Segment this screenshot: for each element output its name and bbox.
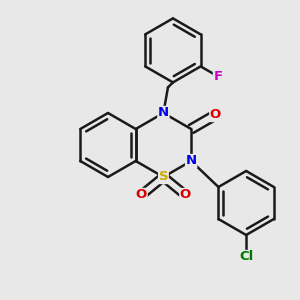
Text: F: F — [213, 70, 223, 83]
Text: O: O — [136, 188, 147, 202]
Text: S: S — [159, 170, 168, 184]
Text: Cl: Cl — [239, 250, 253, 263]
Text: O: O — [210, 109, 221, 122]
Text: N: N — [158, 106, 169, 119]
Text: O: O — [180, 188, 191, 202]
Text: N: N — [186, 154, 197, 167]
